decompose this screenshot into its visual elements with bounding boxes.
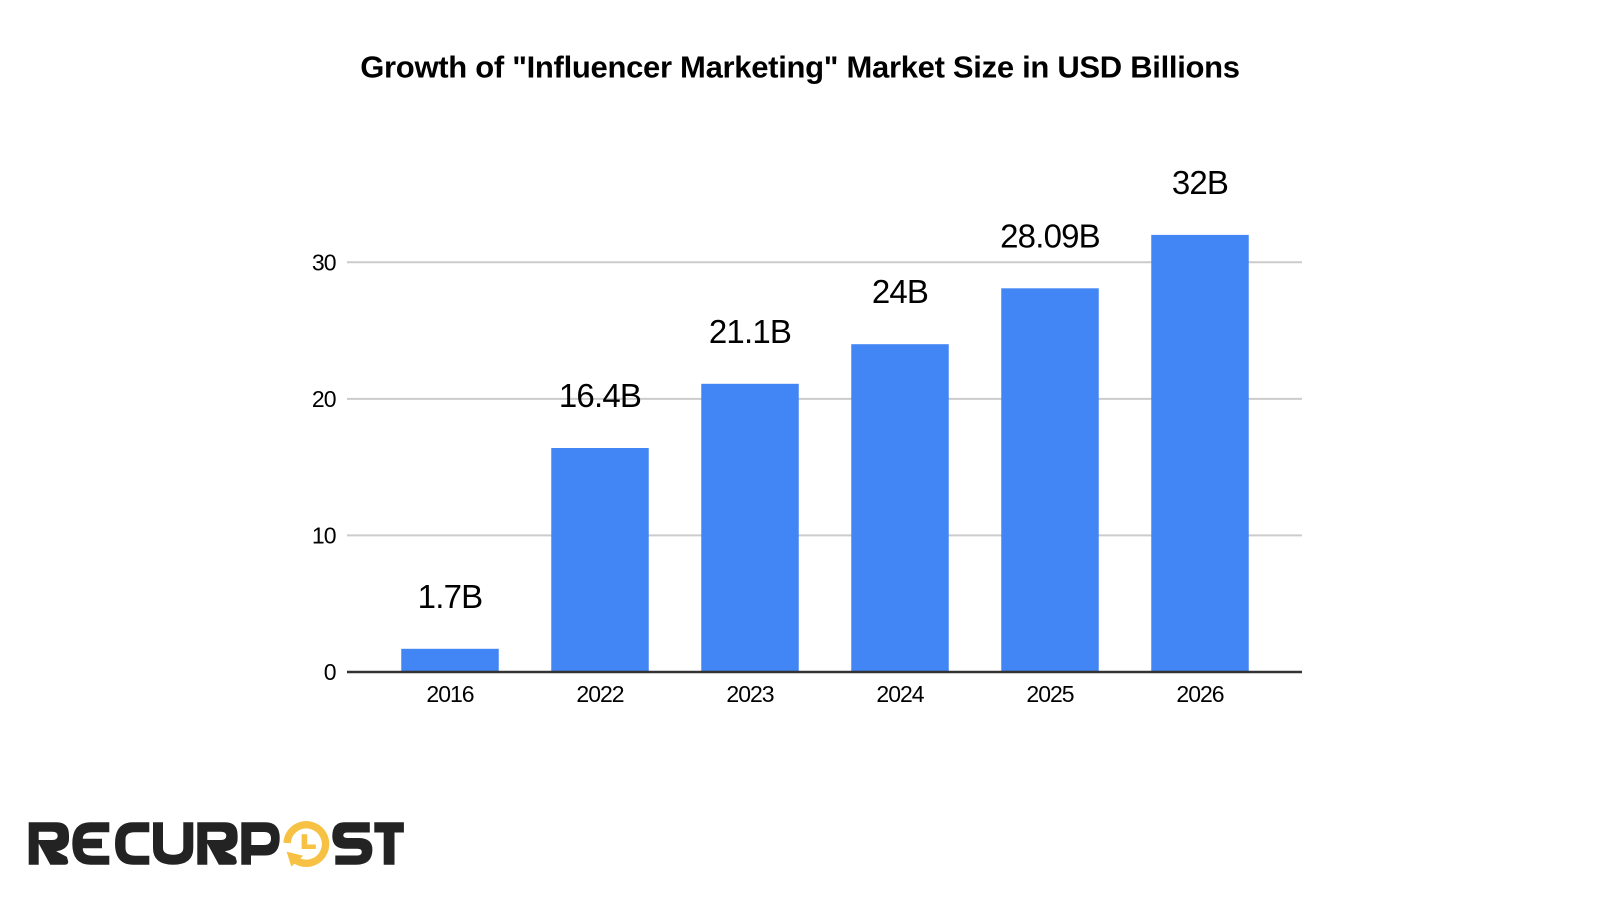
svg-text:30: 30 xyxy=(312,249,336,275)
svg-text:2022: 2022 xyxy=(576,681,623,707)
svg-text:0: 0 xyxy=(324,659,336,685)
svg-text:Growth of "Influencer Marketin: Growth of "Influencer Marketing" Market … xyxy=(360,50,1240,85)
svg-text:24B: 24B xyxy=(872,273,928,310)
svg-text:2023: 2023 xyxy=(726,681,773,707)
svg-text:28.09B: 28.09B xyxy=(1000,217,1100,254)
svg-text:2025: 2025 xyxy=(1026,681,1073,707)
svg-text:21.1B: 21.1B xyxy=(709,313,791,350)
svg-text:10: 10 xyxy=(312,522,336,548)
svg-text:20: 20 xyxy=(312,386,336,412)
svg-text:2024: 2024 xyxy=(876,681,924,707)
svg-text:32B: 32B xyxy=(1172,164,1228,201)
svg-text:16.4B: 16.4B xyxy=(559,377,641,414)
svg-text:2016: 2016 xyxy=(426,681,473,707)
svg-text:1.7B: 1.7B xyxy=(418,578,483,615)
svg-text:2026: 2026 xyxy=(1176,681,1223,707)
